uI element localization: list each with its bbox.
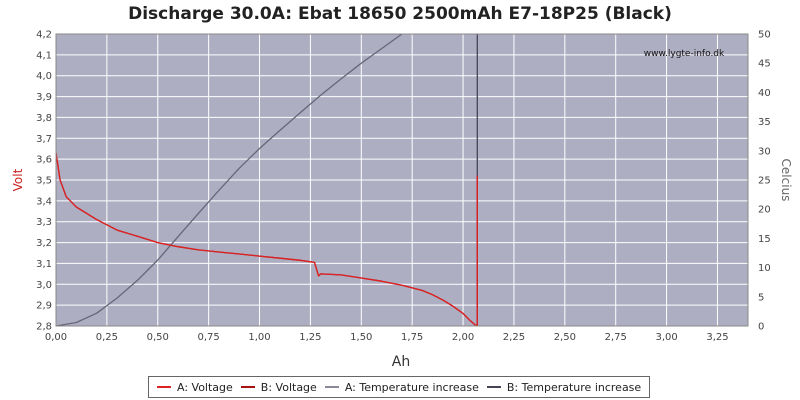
x-tick-label: 0,25 — [96, 332, 118, 343]
y2-tick-label: 10 — [758, 263, 771, 274]
x-tick-label: 2,50 — [554, 332, 576, 343]
y2-axis-label: Celcius — [779, 159, 793, 202]
x-tick-labels: 0,00 0,25 0,50 0,75 1,00 1,25 1,50 1,75 2,00 2,25… — [45, 332, 729, 343]
y-tick-label: 3,1 — [36, 259, 52, 270]
legend-swatch-a-temperature — [324, 386, 339, 388]
y2-tick-label: 35 — [758, 117, 771, 128]
series-line-a-voltage — [56, 152, 478, 326]
legend-label-a-temperature: A: Temperature increase — [344, 380, 479, 394]
y2-tick-label: 20 — [758, 205, 771, 216]
y2-tick-label: 15 — [758, 234, 771, 245]
y-tick-label: 3,5 — [36, 176, 52, 187]
y-tick-label: 3,9 — [36, 92, 52, 103]
legend-item-b-temperature: B: Temperature increase — [486, 380, 642, 394]
legend-item-b-voltage: B: Voltage — [240, 380, 317, 394]
x-tick-label: 3,00 — [655, 332, 677, 343]
y-tick-label: 4,2 — [36, 30, 52, 41]
x-tick-label: 0,50 — [147, 332, 169, 343]
y2-tick-label: 40 — [758, 88, 771, 99]
legend-item-a-voltage: A: Voltage — [157, 381, 233, 394]
x-tick-label: 1,75 — [401, 332, 423, 343]
y2-tick-label: 45 — [758, 59, 771, 70]
series-layer — [56, 34, 478, 326]
y-tick-labels: 2,8 2,9 3,0 3,1 3,2 3,3 3,4 3,5 3,6 3,7 3,8 3,9 4,0 4… — [36, 30, 52, 333]
x-axis-label: Ah — [392, 354, 410, 370]
y-tick-label: 3,4 — [36, 196, 52, 207]
y2-tick-label: 0 — [758, 322, 764, 333]
legend-swatch-b-temperature — [486, 386, 501, 388]
legend-swatch-a-voltage — [157, 386, 171, 388]
legend-label-a-voltage: A: Voltage — [177, 380, 233, 394]
x-tick-label: 3,25 — [706, 332, 728, 343]
y-axis-label: Volt — [11, 168, 25, 191]
y2-tick-label: 50 — [758, 30, 771, 41]
y2-tick-label: 5 — [758, 292, 764, 303]
x-tick-label: 2,25 — [503, 332, 525, 343]
y2-tick-labels: 0 5 10 15 20 25 30 35 40 45 50 — [758, 30, 771, 333]
y-tick-label: 3,6 — [36, 155, 52, 166]
y-tick-label: 2,8 — [36, 322, 52, 333]
x-tick-label: 0,00 — [45, 332, 67, 343]
x-tick-label: 1,25 — [299, 332, 321, 343]
x-tick-label: 1,00 — [248, 332, 270, 343]
y-tick-label: 4,0 — [36, 71, 52, 82]
y-tick-label: 3,7 — [36, 134, 52, 145]
y-tick-label: 2,9 — [36, 301, 52, 312]
y-tick-label: 3,8 — [36, 113, 52, 124]
x-tick-label: 0,75 — [198, 332, 220, 343]
y-tick-label: 4,1 — [36, 50, 52, 61]
series-line-a-temperature-increase — [56, 34, 404, 326]
legend-label-b-temperature: B: Temperature increase — [506, 380, 642, 394]
legend-item-a-temperature: A: Temperature increase — [324, 380, 479, 394]
chart-title: Discharge 30.0A: Ebat 18650 2500mAh E7-1… — [128, 4, 672, 24]
y2-tick-label: 25 — [758, 176, 771, 187]
y-tick-label: 3,2 — [36, 238, 52, 249]
x-tick-label: 2,00 — [452, 332, 474, 343]
y-tick-label: 3,3 — [36, 217, 52, 228]
y-tick-label: 3,0 — [36, 280, 52, 291]
legend-swatch-b-voltage — [240, 386, 255, 388]
legend: A: Voltage B: Voltage A: Temperature inc… — [148, 376, 651, 398]
plot-border — [55, 33, 749, 327]
watermark: www.lygte-info.dk — [644, 49, 725, 59]
y2-tick-label: 30 — [758, 146, 771, 157]
legend-label-b-voltage: B: Voltage — [260, 380, 317, 394]
x-tick-label: 2,75 — [605, 332, 627, 343]
x-tick-label: 1,50 — [350, 332, 372, 343]
